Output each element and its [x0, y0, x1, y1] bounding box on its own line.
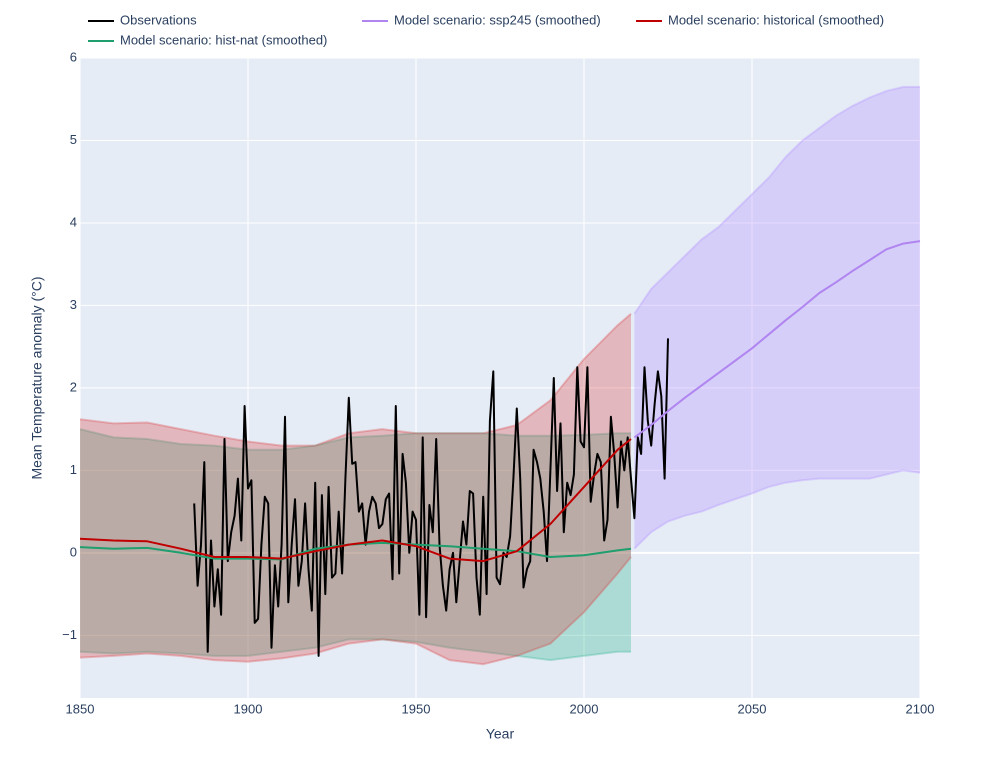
series-line — [193, 338, 669, 657]
marks — [79, 85, 921, 666]
y-axis-title: Mean Temperature anomaly (°C) — [29, 277, 45, 480]
x-tick-label: 1900 — [234, 701, 263, 716]
band-edge — [79, 556, 632, 666]
x-tick-label: 2050 — [738, 701, 767, 716]
axes: 1850 1900 1950 2000 2050 2100 −1 0 1 2 3 4 5 6 — [62, 49, 934, 716]
band-edge — [79, 638, 631, 662]
x-axis-title: Year — [486, 726, 515, 742]
y-tick-label: 3 — [70, 297, 77, 312]
x-tick-label: 1850 — [66, 701, 95, 716]
x-tick-label: 1950 — [402, 701, 431, 716]
band-edge — [79, 312, 632, 447]
y-tick-label: 5 — [70, 132, 77, 147]
legend-label: Model scenario: ssp245 (smoothed) — [394, 12, 601, 27]
y-tick-label: 6 — [70, 49, 77, 64]
y-tick-label: 4 — [70, 214, 77, 229]
band-edge — [633, 85, 920, 315]
legend-label: Model scenario: hist-nat (smoothed) — [120, 32, 327, 47]
series-line — [79, 541, 632, 561]
x-tick-label: 2000 — [570, 701, 599, 716]
x-tick-label: 2100 — [906, 701, 935, 716]
legend: Observations Model scenario: hist-nat (sm… — [88, 12, 884, 47]
band-fill — [634, 86, 920, 549]
legend-label: Observations — [120, 12, 197, 27]
y-tick-label: 2 — [70, 379, 77, 394]
grid — [79, 57, 921, 698]
band-edge — [633, 469, 921, 550]
y-tick-label: 0 — [70, 544, 77, 559]
series-line — [79, 438, 632, 563]
series-line — [633, 240, 921, 439]
y-tick-label: −1 — [62, 627, 77, 642]
legend-label: Model scenario: historical (smoothed) — [668, 12, 884, 27]
y-tick-label: 1 — [70, 462, 77, 477]
